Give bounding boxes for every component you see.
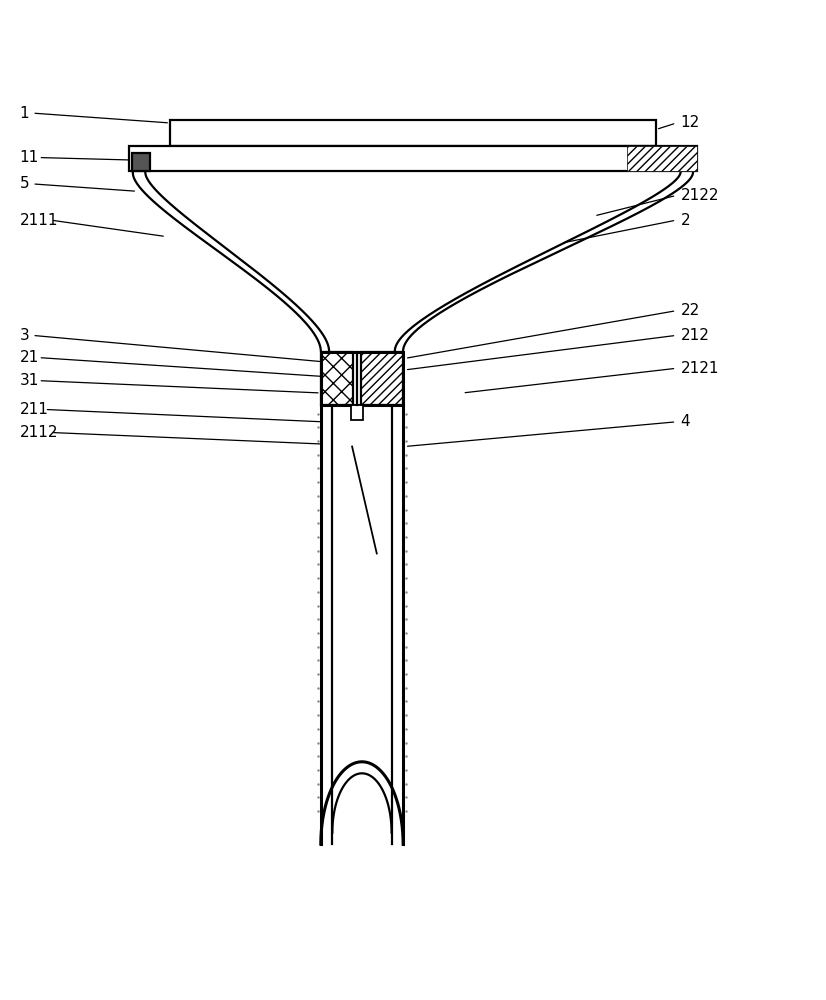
Text: 22: 22 (681, 303, 700, 318)
Bar (320, 352, 403, 405)
Text: 2121: 2121 (681, 361, 719, 376)
Text: 2112: 2112 (20, 425, 58, 440)
Bar (170, 120, 656, 146)
Text: 211: 211 (20, 402, 49, 417)
Bar (132, 153, 150, 171)
Bar (129, 146, 697, 171)
Text: 3: 3 (20, 328, 29, 343)
Text: 21: 21 (20, 350, 39, 365)
Text: 2: 2 (681, 213, 691, 228)
Text: 31: 31 (20, 373, 39, 388)
Text: 212: 212 (681, 328, 710, 343)
Bar (351, 405, 363, 420)
Bar (361, 352, 403, 405)
Text: 12: 12 (681, 115, 700, 130)
Bar (627, 146, 697, 171)
Text: 4: 4 (681, 414, 691, 429)
Bar (320, 352, 353, 405)
Text: 11: 11 (20, 150, 39, 165)
Text: 1: 1 (20, 106, 29, 121)
Text: 5: 5 (20, 176, 29, 191)
Text: 2111: 2111 (20, 213, 58, 228)
Text: 2122: 2122 (681, 188, 719, 203)
